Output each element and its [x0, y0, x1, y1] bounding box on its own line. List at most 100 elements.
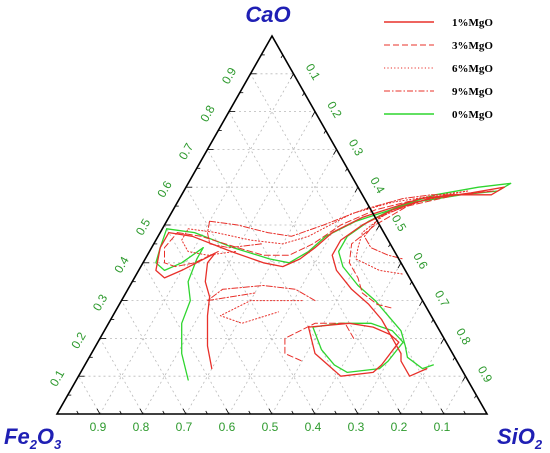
tick-label-cao: 0.4 — [111, 254, 132, 276]
tick-mark — [440, 338, 445, 344]
grid-line — [142, 262, 230, 415]
tick-mark — [290, 73, 294, 80]
series-1pct-mgo — [155, 186, 505, 377]
grid-line — [78, 376, 101, 415]
tick-mark — [419, 300, 423, 307]
series-curve — [307, 322, 400, 377]
tick-mark — [225, 408, 230, 415]
series-curve — [207, 220, 262, 249]
tick-mark — [162, 410, 165, 415]
tick-mark — [311, 111, 316, 118]
tick-mark — [311, 408, 316, 415]
tick-label-fe2o3: 0.8 — [133, 420, 150, 434]
legend-label: 3%MgO — [452, 40, 493, 52]
series-3pct-mgo — [164, 190, 494, 362]
legend-label: 6%MgO — [452, 63, 493, 75]
series-curve — [181, 228, 236, 256]
tick-label-fe2o3: 0.2 — [391, 420, 408, 434]
tick-mark — [474, 394, 477, 399]
series-curve — [168, 186, 505, 268]
vertex-label-fe2o3: Fe2O3 — [4, 424, 62, 452]
tick-mark — [345, 168, 348, 172]
tick-label-cao: 0.1 — [47, 367, 68, 389]
isotherm-curves — [155, 182, 512, 381]
grid-line — [185, 149, 337, 415]
series-curve — [348, 190, 494, 309]
series-0pct-mgo — [155, 182, 512, 381]
vertex-labels: CaO Fe2O3 SiO2 — [4, 2, 543, 452]
grid-line — [250, 73, 445, 415]
grid-line — [99, 338, 144, 415]
tick-label-sio2: 0.4 — [367, 174, 388, 196]
grid-line — [121, 300, 187, 415]
tick-label-sio2: 0.8 — [453, 326, 474, 348]
tick-mark — [397, 408, 402, 415]
tick-mark — [377, 410, 380, 415]
tick-label-sio2: 0.3 — [346, 137, 367, 159]
tick-label-cao: 0.7 — [176, 140, 197, 162]
tick-label-cao: 0.8 — [197, 103, 218, 125]
tick-label-cao: 0.5 — [133, 216, 154, 238]
tick-label-sio2: 0.2 — [324, 99, 345, 121]
tick-mark — [388, 243, 391, 248]
tick-mark — [333, 149, 337, 155]
tick-mark — [452, 357, 456, 361]
tick-label-sio2: 0.1 — [303, 61, 324, 83]
series-curve — [187, 190, 469, 245]
tick-mark — [366, 205, 370, 210]
vertex-label-cao: CaO — [245, 2, 290, 27]
tick-mark — [334, 410, 337, 415]
tick-label-sio2: 0.7 — [432, 288, 453, 310]
grid-line — [357, 300, 423, 415]
grid-line — [99, 73, 294, 415]
grid-line — [314, 262, 402, 415]
tick-label-sio2: 0.9 — [475, 363, 496, 385]
series-curve — [164, 232, 219, 268]
series-curve — [207, 285, 316, 302]
tick-mark — [248, 410, 251, 415]
series-curve — [312, 322, 404, 374]
tick-label-cao: 0.2 — [68, 329, 89, 351]
tick-label-fe2o3: 0.4 — [305, 420, 322, 434]
tick-mark — [431, 319, 434, 323]
tick-label-fe2o3: 0.1 — [434, 420, 451, 434]
tick-mark — [420, 410, 423, 415]
legend: 1%MgO 3%MgO 6%MgO 9%MgO 0%MgO — [384, 17, 493, 121]
tick-mark — [397, 262, 402, 269]
tick-mark — [463, 410, 466, 415]
legend-label: 9%MgO — [452, 86, 493, 98]
triangle-outline — [55, 34, 489, 415]
tick-mark — [76, 410, 79, 415]
tick-label-cao: 0.6 — [154, 178, 175, 200]
tick-label-fe2o3: 0.9 — [90, 420, 107, 434]
series-curve — [337, 182, 512, 370]
series-curve — [284, 322, 355, 362]
tick-mark — [323, 130, 327, 134]
triangle-frame — [55, 34, 489, 415]
tick-mark — [119, 410, 122, 415]
grid-line — [164, 224, 273, 415]
series-curve — [355, 190, 469, 275]
series-curve — [181, 247, 204, 381]
series-curve — [331, 186, 505, 377]
tick-mark — [268, 408, 273, 415]
tick-mark — [354, 187, 359, 193]
tick-mark — [462, 376, 466, 382]
grid-lines — [78, 73, 466, 415]
tick-mark — [291, 410, 294, 415]
tick-mark — [409, 281, 413, 285]
grid-line — [228, 187, 359, 415]
tick-mark — [96, 408, 101, 415]
tick-labels: 0.10.20.30.40.50.60.70.80.9 0.10.20.30.40… — [47, 61, 496, 434]
series-curve — [155, 231, 216, 279]
grid-line — [271, 224, 380, 415]
tick-label-sio2: 0.5 — [389, 212, 410, 234]
tick-label-fe2o3: 0.5 — [262, 420, 279, 434]
series-curve — [363, 194, 454, 260]
vertex-label-sio2: SiO2 — [497, 424, 543, 452]
series-curve — [209, 194, 454, 237]
tick-label-sio2: 0.6 — [410, 250, 431, 272]
grid-line — [443, 376, 466, 415]
tick-mark — [205, 410, 208, 415]
